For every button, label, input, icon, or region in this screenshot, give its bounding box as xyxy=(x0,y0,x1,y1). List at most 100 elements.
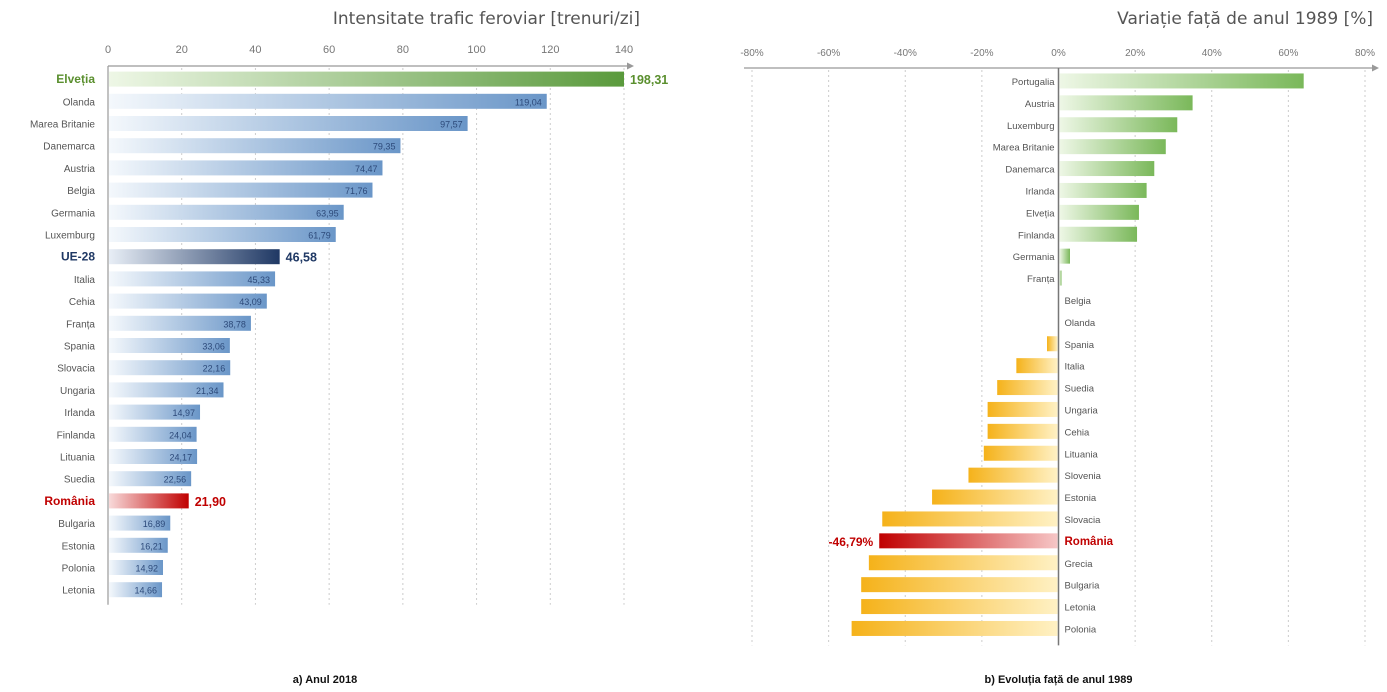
bar-portugalia xyxy=(1059,73,1304,89)
chart-variation-since-1989: Variație față de anul 1989 [%] -80% -60% -4… xyxy=(730,0,1387,660)
bar-grecia xyxy=(868,555,1058,571)
chart-b-tick-label: -40% xyxy=(894,48,917,59)
value-label-polonia: 14,92 xyxy=(135,564,158,574)
value-label-luxemburg: 61,79 xyxy=(308,231,331,241)
value-label-danemarca: 79,35 xyxy=(373,142,396,152)
bar-luxemburg xyxy=(1059,117,1178,133)
value-label-bulgaria: 16,89 xyxy=(143,519,166,529)
category-label-letonia: Letonia xyxy=(1065,603,1097,614)
chart-b-tick-label: 20% xyxy=(1125,48,1145,59)
bar-spania xyxy=(109,338,230,353)
value-label-slovacia: 22,16 xyxy=(203,364,226,374)
chart-b-svg: Variație față de anul 1989 [%] -80% -60% -4… xyxy=(740,9,1379,646)
bar-franta xyxy=(1059,270,1062,286)
chart-a-tick-label: 20 xyxy=(176,44,188,56)
category-label-estonia: Estonia xyxy=(1065,493,1097,504)
chart-b-tick-label: -80% xyxy=(740,48,763,59)
category-label-franta: Franța xyxy=(66,319,95,330)
bar-letonia xyxy=(861,599,1058,615)
category-label-ungaria: Ungaria xyxy=(1065,405,1099,416)
bar-cehia xyxy=(987,423,1058,439)
category-label-romania: România xyxy=(1065,536,1114,548)
bar-polonia xyxy=(109,560,163,575)
category-label-ungaria: Ungaria xyxy=(60,386,95,397)
category-label-polonia: Polonia xyxy=(62,564,96,575)
bar-italia xyxy=(109,271,276,287)
bar-romania xyxy=(109,493,189,509)
chart-a-svg: Intensitate trafic feroviar [trenuri/zi]… xyxy=(30,9,668,605)
value-label-elvetia: 198,31 xyxy=(630,73,668,87)
value-label-franta: 38,78 xyxy=(223,319,246,329)
category-label-spania: Spania xyxy=(64,342,96,353)
bar-bulgaria xyxy=(861,577,1058,593)
bar-finlanda xyxy=(109,426,197,442)
category-label-estonia: Estonia xyxy=(62,541,96,552)
value-label-olanda: 119,04 xyxy=(515,97,542,107)
bar-slovacia xyxy=(882,511,1058,527)
category-label-austria: Austria xyxy=(64,164,96,175)
category-label-olanda: Olanda xyxy=(63,97,96,108)
chart-b-title: Variație față de anul 1989 [%] xyxy=(1117,9,1373,29)
chart-a-tick-label: 140 xyxy=(615,44,633,56)
bar-germania xyxy=(109,204,344,220)
category-label-germania: Germania xyxy=(1013,252,1055,263)
chart-a-tick-label: 0 xyxy=(105,44,111,56)
bar-marea-britanie xyxy=(109,116,468,131)
chart-b-tick-label: -20% xyxy=(970,48,993,59)
chart-b-tick-label: 40% xyxy=(1202,48,1222,59)
chart-b-caption: b) Evoluția față de anul 1989 xyxy=(984,674,1133,686)
bar-estonia xyxy=(109,537,168,553)
chart-a-axis-arrow xyxy=(627,62,634,70)
category-label-cehia: Cehia xyxy=(1065,427,1091,438)
category-label-olanda: Olanda xyxy=(1065,318,1096,329)
bar-ungaria xyxy=(109,382,224,398)
chart-a-tick-label: 100 xyxy=(467,44,485,56)
bar-danemarca xyxy=(109,138,401,154)
bar-spania xyxy=(1047,336,1058,352)
chart-a-tick-label: 80 xyxy=(397,44,409,56)
value-label-estonia: 16,21 xyxy=(140,541,163,551)
bar-slovacia xyxy=(109,360,231,376)
category-label-irlanda: Irlanda xyxy=(64,408,95,419)
bar-suedia xyxy=(109,471,192,487)
value-label-germania: 63,95 xyxy=(316,208,339,218)
bar-ue-28 xyxy=(109,249,280,265)
category-label-italia: Italia xyxy=(74,275,96,286)
bar-lituania xyxy=(109,449,198,464)
category-label-marea-britanie: Marea Britanie xyxy=(30,120,95,131)
category-label-finlanda: Finlanda xyxy=(1018,230,1055,241)
category-label-polonia: Polonia xyxy=(1065,624,1097,635)
bar-estonia xyxy=(932,489,1058,505)
category-label-grecia: Grecia xyxy=(1065,559,1094,570)
value-label-ungaria: 21,34 xyxy=(196,386,219,396)
bar-polonia xyxy=(851,620,1058,636)
bar-belgia xyxy=(109,182,373,198)
chart-a-tick-label: 120 xyxy=(541,44,559,56)
value-label-finlanda: 24,04 xyxy=(169,430,192,440)
category-label-italia: Italia xyxy=(1065,362,1086,373)
bar-irlanda xyxy=(109,404,201,420)
category-label-portugalia: Portugalia xyxy=(1012,77,1055,88)
category-label-germania: Germania xyxy=(51,208,95,219)
bar-irlanda xyxy=(1059,182,1147,198)
bar-danemarca xyxy=(1059,161,1155,177)
category-label-luxemburg: Luxemburg xyxy=(45,231,95,242)
chart-b-axis-arrow xyxy=(1372,64,1379,72)
chart-a-title: Intensitate trafic feroviar [trenuri/zi] xyxy=(333,9,640,29)
value-label-ue-28: 46,58 xyxy=(286,251,317,265)
chart-b-tick-label: 0% xyxy=(1051,48,1066,59)
value-label-italia: 45,33 xyxy=(248,275,271,285)
bar-slovenia xyxy=(968,467,1058,483)
category-label-finlanda: Finlanda xyxy=(57,430,96,441)
category-label-danemarca: Danemarca xyxy=(1005,165,1055,176)
bar-ungaria xyxy=(987,401,1058,417)
chart-a-tick-label: 40 xyxy=(249,44,261,56)
category-label-elvetia: Elveția xyxy=(1026,208,1055,219)
category-label-lituania: Lituania xyxy=(1065,449,1099,460)
bar-lituania xyxy=(983,445,1058,461)
bar-bulgaria xyxy=(109,515,171,531)
value-label-austria: 74,47 xyxy=(355,164,378,174)
category-label-irlanda: Irlanda xyxy=(1025,186,1055,197)
value-label-letonia: 14,66 xyxy=(135,586,158,596)
category-label-suedia: Suedia xyxy=(64,475,96,486)
